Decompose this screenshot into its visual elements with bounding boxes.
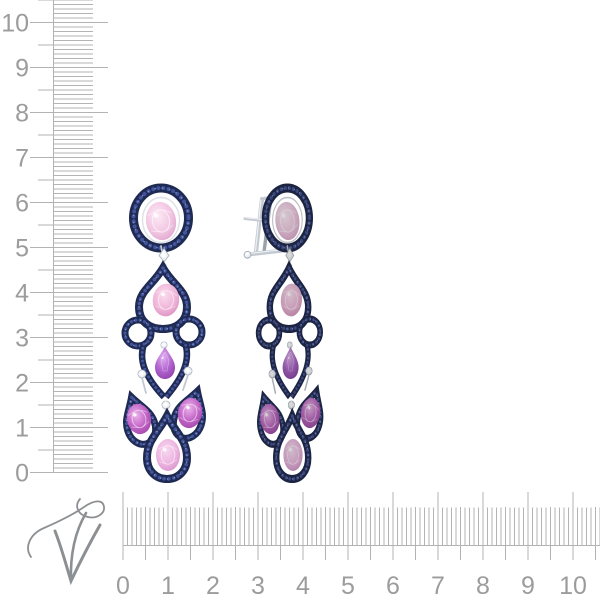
brand-logo <box>27 498 105 586</box>
ruler-label: 7 <box>15 145 29 173</box>
pear-purple-stone <box>155 347 175 379</box>
ruler-label: 9 <box>15 55 29 83</box>
link <box>141 377 147 394</box>
clip-arm-highlight <box>254 199 262 252</box>
ruler-label: 10 <box>559 572 587 600</box>
clip-arm-front <box>253 196 265 255</box>
ruler-label: 1 <box>15 415 29 443</box>
ruler-label: 1 <box>161 572 175 600</box>
small-diamond <box>137 369 147 379</box>
ruler-label: 4 <box>296 572 310 600</box>
ruler-label: 3 <box>15 325 29 353</box>
small-diamond <box>160 341 168 349</box>
clip-bottom-bar <box>246 248 285 257</box>
logo-vee <box>53 523 102 586</box>
ruler-label: 3 <box>251 572 265 600</box>
ruler-label: 7 <box>431 572 445 600</box>
clip-knob <box>243 251 252 259</box>
small-diamond <box>161 400 171 410</box>
ruler-label: 5 <box>341 572 355 600</box>
clip-bottom-highlight <box>247 249 284 255</box>
ruler-label: 5 <box>15 235 29 263</box>
small-diamond <box>183 366 193 376</box>
ruler-label: 8 <box>476 572 490 600</box>
ruler-label: 4 <box>15 280 29 308</box>
right-scroll-ring <box>176 319 202 345</box>
link <box>182 374 189 391</box>
ruler-label: 6 <box>386 572 400 600</box>
ear-clip <box>243 195 285 259</box>
ruler-label: 2 <box>206 572 220 600</box>
horizontal-ruler: 0 1 2 3 4 5 6 7 8 9 10 <box>116 492 600 600</box>
bail-link <box>160 245 163 252</box>
logo-flourish <box>27 498 105 558</box>
ruler-label: 8 <box>15 100 29 128</box>
ruler-label: 9 <box>521 572 535 600</box>
logo-stem <box>69 511 88 583</box>
left-scroll-ring <box>125 320 151 346</box>
ruler-label: 0 <box>15 460 29 488</box>
ruler-label: 2 <box>15 370 29 398</box>
vertical-ruler: 0 1 2 3 4 5 6 7 8 9 10 <box>1 0 108 488</box>
bottom-drop-stone <box>155 438 181 472</box>
left-earring <box>118 188 210 479</box>
halo-silver-rim <box>141 196 181 244</box>
ruler-label: 0 <box>116 572 130 600</box>
ruler-label: 10 <box>1 10 29 38</box>
ruler-label: 6 <box>15 190 29 218</box>
right-earring <box>253 188 327 479</box>
